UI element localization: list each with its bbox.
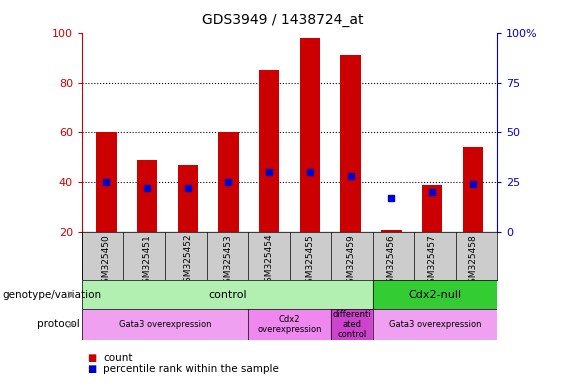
Text: GDS3949 / 1438724_at: GDS3949 / 1438724_at: [202, 13, 363, 27]
Text: Cdx2-null: Cdx2-null: [408, 290, 462, 300]
Text: GSM325451: GSM325451: [142, 234, 151, 288]
Text: GSM325450: GSM325450: [102, 234, 111, 288]
Bar: [82, 309, 248, 340]
Bar: [177, 165, 198, 232]
Bar: [300, 38, 320, 232]
Bar: [331, 309, 373, 340]
Text: percentile rank within the sample: percentile rank within the sample: [103, 364, 279, 374]
Text: ■: ■: [88, 353, 97, 363]
Text: genotype/variation: genotype/variation: [3, 290, 102, 300]
Text: GSM325453: GSM325453: [224, 234, 233, 288]
Text: Cdx2
overexpression: Cdx2 overexpression: [257, 315, 322, 334]
Bar: [259, 70, 279, 232]
Bar: [422, 185, 442, 232]
Bar: [341, 55, 361, 232]
Text: GSM325456: GSM325456: [387, 234, 396, 288]
Text: GSM325454: GSM325454: [265, 234, 273, 288]
Bar: [137, 160, 157, 232]
Bar: [463, 147, 483, 232]
Text: protocol: protocol: [37, 319, 80, 329]
Bar: [82, 280, 373, 309]
Text: GSM325459: GSM325459: [346, 234, 355, 288]
Bar: [218, 132, 238, 232]
Bar: [373, 309, 497, 340]
Text: GSM325452: GSM325452: [183, 234, 192, 288]
Text: differenti
ated
control: differenti ated control: [333, 310, 371, 339]
Text: ■: ■: [88, 364, 97, 374]
Bar: [248, 309, 331, 340]
Text: GSM325458: GSM325458: [468, 234, 477, 288]
Text: GSM325455: GSM325455: [306, 234, 314, 288]
Text: count: count: [103, 353, 133, 363]
Text: Gata3 overexpression: Gata3 overexpression: [389, 320, 481, 329]
Text: Gata3 overexpression: Gata3 overexpression: [119, 320, 211, 329]
Bar: [373, 280, 497, 309]
Bar: [96, 132, 116, 232]
Text: GSM325457: GSM325457: [428, 234, 437, 288]
Text: control: control: [208, 290, 246, 300]
Bar: [381, 230, 402, 232]
